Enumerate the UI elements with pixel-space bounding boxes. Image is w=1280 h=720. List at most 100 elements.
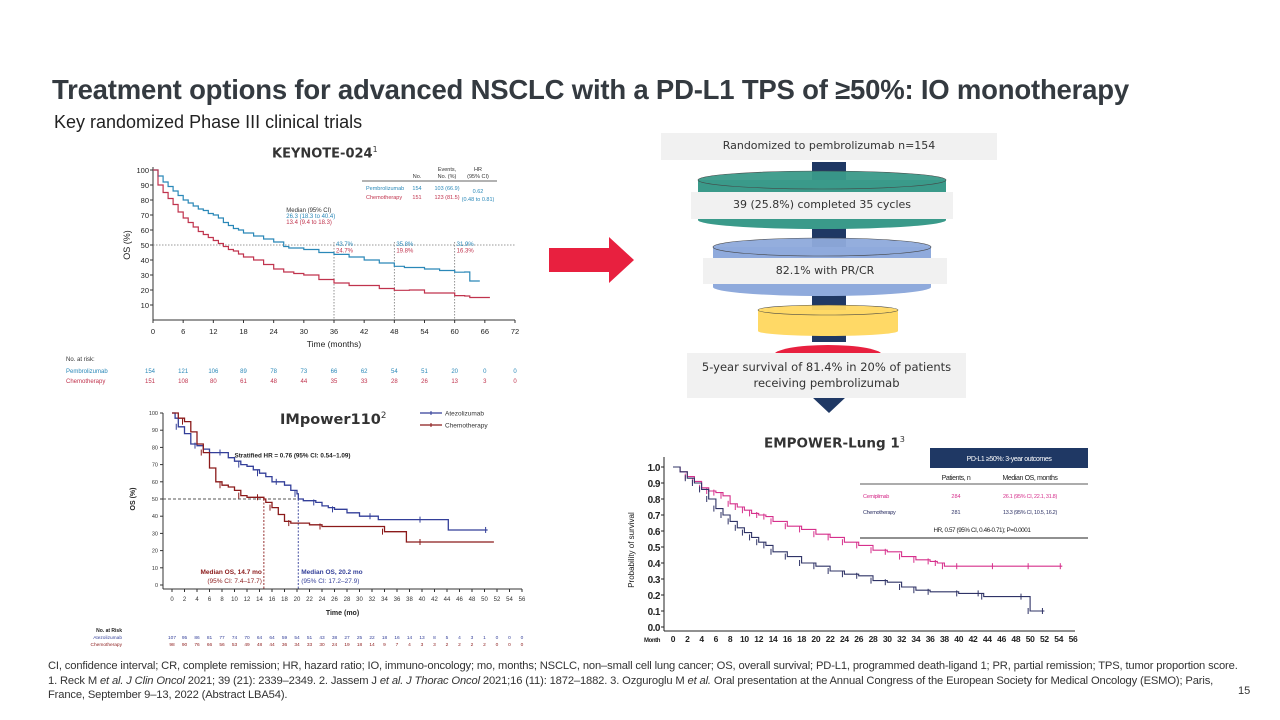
keynote-y-tick-label: 30 [141,271,149,280]
impower-at-risk-value: 5 [446,635,449,641]
keynote-at-risk-value: 51 [421,369,428,375]
empower-y-axis-label: Probability of survival [627,512,636,588]
empower-series-chemotherapy [673,466,1045,612]
keynote-y-tick-label: 20 [141,286,149,295]
keynote-x-tick-label: 12 [209,327,217,336]
impower-at-risk-value: 1 [483,635,486,641]
impower-x-tick-label: 38 [406,597,413,603]
impower-at-risk-value: 4 [408,642,411,648]
keynote-at-risk-value: 106 [208,369,219,375]
impower-at-risk-value: 14 [407,635,413,641]
keynote-y-tick-label: 80 [141,196,149,205]
impower-at-risk-value: 44 [269,642,275,648]
empower-y-tick-label: 0.0 [648,623,661,634]
impower-at-risk-value: 64 [269,635,275,641]
empower-x-tick-label: 32 [897,634,906,644]
impower-y-tick-label: 70 [152,463,158,469]
empower-chart-title: EMPOWER-Lung 13 [764,434,905,452]
impower-at-risk-value: 48 [257,642,263,648]
keynote-table-row-no: 151 [412,195,421,201]
impower-at-risk-value: 8 [433,635,436,641]
keynote-x-axis-label: Time (months) [307,339,362,349]
impower-at-risk-row-name: Atezolizumab [93,635,122,641]
impower-x-tick-label: 18 [281,597,288,603]
impower-x-tick-label: 2 [183,597,187,603]
impower-at-risk-value: 38 [332,635,338,641]
slide-title: Treatment options for advanced NSCLC wit… [52,74,1129,105]
impower-y-tick-label: 60 [152,480,158,486]
keynote-x-tick-label: 42 [360,327,368,336]
footnote-segment: et al. J Clin Oncol [99,674,185,687]
impower-at-risk-value: 13 [419,635,425,641]
empower-x-tick-label: 26 [854,634,863,644]
impower-at-risk-value: 0 [508,642,511,648]
impower-y-tick-label: 100 [149,411,158,417]
keynote-at-risk-value: 44 [300,379,307,385]
impower-legend-label: Atezolizumab [445,411,484,418]
impower-y-tick-label: 50 [152,497,158,503]
impower-at-risk-value: 0 [508,635,511,641]
keynote-title-ref: 1 [372,145,378,154]
empower-x-tick-label: 12 [754,634,763,644]
impower-x-tick-label: 36 [394,597,401,603]
empower-y-tick-label: 1.0 [648,463,661,474]
empower-x-tick-label: 30 [883,634,892,644]
empower-x-tick-label: 10 [740,634,749,644]
impower-at-risk-value: 0 [521,642,524,648]
impower-at-risk-value: 2 [446,642,449,648]
impower-x-tick-label: 22 [306,597,313,603]
impower-at-risk-value: 86 [194,635,200,641]
impower-y-tick-label: 30 [152,531,158,537]
keynote-table-header-events: Events, [438,167,457,173]
impower-x-tick-label: 16 [269,597,276,603]
impower-at-risk-value: 18 [357,642,363,648]
keynote-x-tick-label: 18 [239,327,247,336]
keynote-at-risk-value: 26 [421,379,428,385]
empower-table-row-os: 26.1 (95% CI, 22.1, 31.8) [1003,494,1057,500]
impower-x-tick-label: 20 [294,597,301,603]
keynote-at-risk-value: 62 [361,369,368,375]
keynote-x-tick-label: 0 [151,327,155,336]
impower-at-risk-value: 22 [369,635,375,641]
impower-at-risk-value: 74 [232,635,238,641]
empower-table-hr: HR, 0.57 (95% CI, 0.46-0.71); P=0.0001 [934,527,1032,534]
keynote-at-risk-value: 0 [483,369,487,375]
keynote-series-pembrolizumab [153,169,480,282]
impower-at-risk-value: 4 [458,635,461,641]
impower-at-risk-value: 0 [496,635,499,641]
keynote-median-header: Median (95% CI) [286,208,331,214]
impower-x-tick-label: 42 [431,597,438,603]
keynote-x-tick-label: 66 [481,327,489,336]
keynote-at-risk-value: 0 [513,379,517,385]
empower-y-tick-label: 0.9 [648,479,661,490]
keynote-landmark-pembro: 31.9% [457,242,475,248]
impower-x-tick-label: 0 [170,597,174,603]
empower-x-tick-label: 20 [811,634,820,644]
impower-x-tick-label: 28 [344,597,351,603]
keynote-landmark-pembro: 35.8% [396,242,414,248]
keynote-table-header-no: No. [413,174,422,180]
keynote-table-row-no: 154 [412,186,421,192]
keynote-table-row-events: 103 (66.9) [434,186,459,192]
empower-x-tick-label: 40 [954,634,963,644]
empower-x-tick-label: 16 [783,634,792,644]
empower-x-tick-label: 8 [728,634,733,644]
keynote-x-tick-label: 48 [390,327,398,336]
impower-x-tick-label: 10 [231,597,238,603]
impower-at-risk-value: 0 [521,635,524,641]
empower-y-tick-label: 0.3 [648,575,661,586]
empower-lung1-chart: 0.00.10.20.30.40.50.60.70.80.91.00 2 4 6 8 10… [627,448,1088,644]
page-number: 15 [1238,685,1251,697]
impower-x-tick-label: 48 [469,597,476,603]
keynote-x-tick-label: 30 [300,327,308,336]
impower-at-risk-value: 51 [307,635,313,641]
keynote-title-text: KEYNOTE-024 [272,146,373,162]
keynote-x-tick-label: 6 [181,327,185,336]
keynote-at-risk-row-name: Pembrolizumab [66,369,108,375]
keynote-landmark-pembro: 43.7% [336,242,354,248]
keynote-at-risk-value: 151 [145,379,156,385]
impower-at-risk-value: 66 [207,642,213,648]
impower-title-text: IMpower110 [280,411,381,428]
funnel-step-randomized: Randomized to pembrolizumab n=154 [661,133,997,160]
